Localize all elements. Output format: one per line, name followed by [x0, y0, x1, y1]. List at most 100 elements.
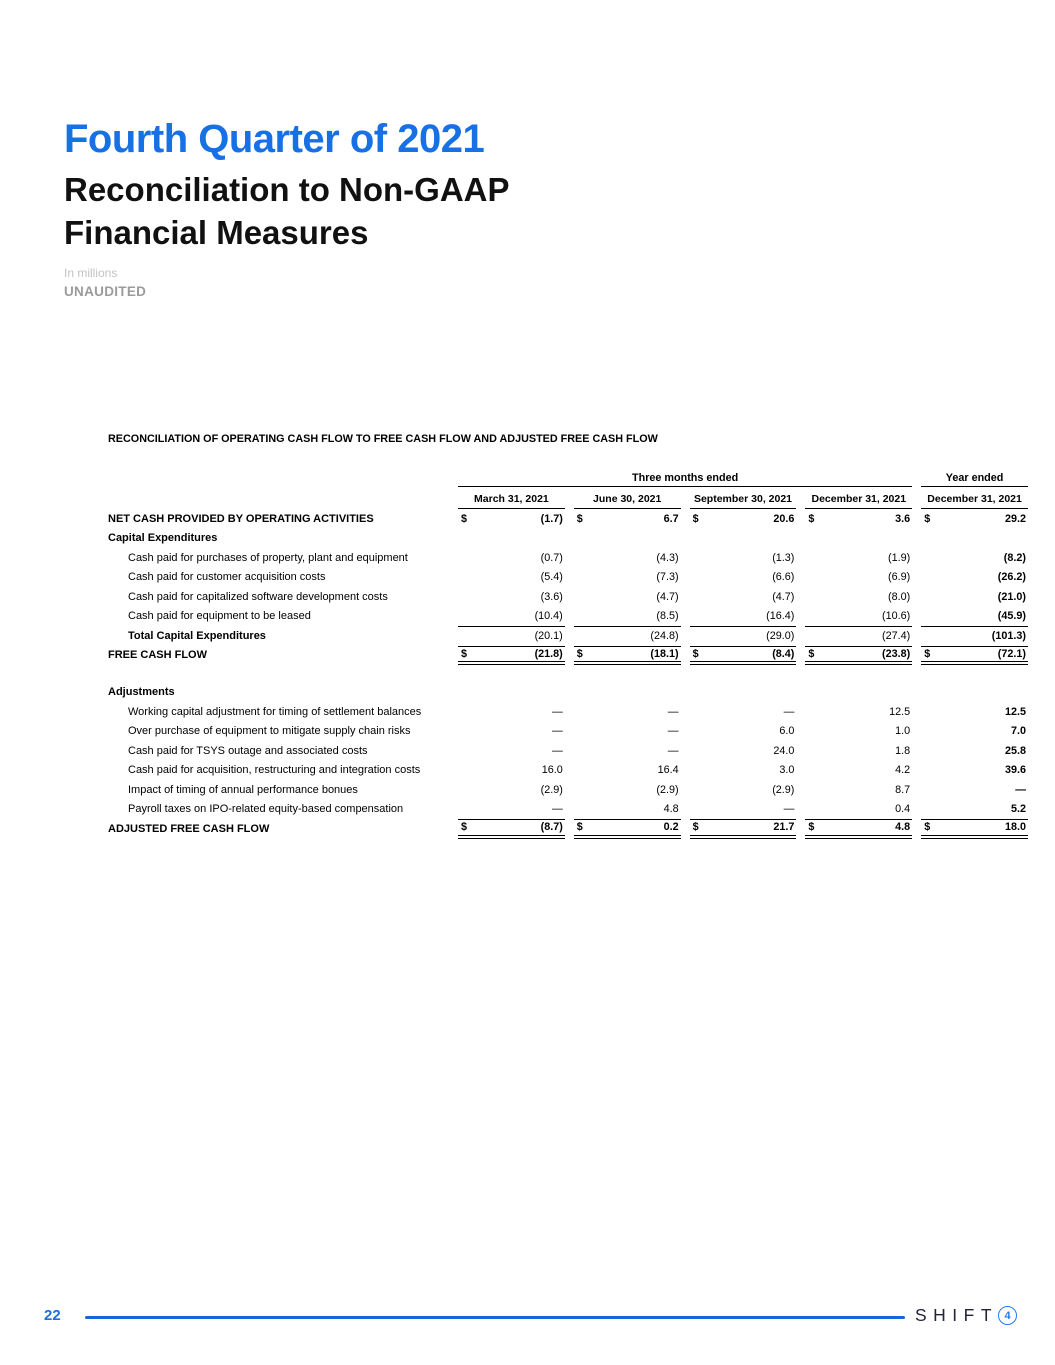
cell-value: (1.3) [772, 551, 795, 564]
cell: 16.4 [565, 761, 681, 781]
column-header-june: June 30, 2021 [565, 487, 681, 509]
cell: 12.5 [796, 702, 912, 722]
cell: 12.5 [912, 702, 1028, 722]
table-group-header-row: Three months ended Year ended [108, 470, 1028, 487]
cell-value: (10.4) [534, 610, 563, 623]
cell: $ (8.7) [449, 819, 565, 839]
cell-value: 25.8 [1004, 744, 1026, 757]
cell-value: (3.6) [540, 590, 563, 603]
row-label: Adjustments [108, 686, 175, 699]
cell-value: 4.2 [895, 764, 911, 777]
page-subtitle-line1: Reconciliation to Non-GAAP [64, 171, 510, 208]
currency-symbol: $ [576, 512, 583, 525]
cell-value: — [783, 705, 795, 718]
cell-value: — [552, 803, 563, 816]
row-label: Cash paid for equipment to be leased [128, 610, 311, 623]
cell-value: — [1015, 783, 1026, 796]
row-label: Cash paid for capitalized software devel… [128, 590, 388, 603]
currency-symbol: $ [576, 821, 583, 834]
cell-value: (4.3) [656, 551, 679, 564]
column-header-september: September 30, 2021 [681, 487, 797, 509]
unaudited-label: UNAUDITED [64, 284, 147, 299]
cell: (29.0) [681, 626, 797, 646]
cell-value: (21.8) [534, 647, 563, 660]
units-note: In millions [64, 266, 118, 280]
cell-value: (29.0) [766, 630, 795, 643]
cell-value: (2.9) [656, 783, 679, 796]
cell: — [449, 722, 565, 742]
cell-value: (2.9) [772, 783, 795, 796]
cell-value: (8.4) [772, 647, 795, 660]
cell: $4.8 [796, 819, 913, 839]
currency-symbol: $ [461, 821, 468, 834]
cell-value: (6.9) [887, 571, 911, 584]
table-row: Cash paid for equipment to be leased (10.… [108, 607, 1028, 627]
cell: (7.3) [565, 568, 681, 588]
cell-value: (4.7) [772, 590, 795, 603]
cell [912, 683, 1028, 703]
cell-value: — [667, 744, 679, 757]
table-row: Impact of timing of annual performance b… [108, 780, 1028, 800]
cell-value: (72.1) [997, 647, 1026, 660]
cell-value: (21.0) [997, 590, 1026, 603]
cell-value: 6.0 [779, 725, 795, 738]
cell-value: 8.7 [895, 783, 911, 796]
row-label: Total Capital Expenditures [128, 629, 266, 642]
reconciliation-table: RECONCILIATION OF OPERATING CASH FLOW TO… [108, 433, 1028, 839]
cell: $18.0 [912, 819, 1028, 839]
cell: (24.8) [565, 626, 681, 646]
cell-value: (26.2) [997, 571, 1026, 584]
row-label: Impact of timing of annual performance b… [128, 783, 358, 796]
cell-value: — [552, 744, 563, 757]
currency-symbol: $ [808, 512, 815, 525]
cell-value: (101.3) [991, 630, 1026, 643]
cell: (2.9) [449, 780, 565, 800]
cell: — [449, 741, 565, 761]
cell: — [681, 800, 797, 820]
currency-symbol: $ [692, 821, 699, 834]
currency-symbol: $ [692, 512, 699, 525]
cell: (4.7) [681, 587, 797, 607]
row-label: Over purchase of equipment to mitigate s… [128, 725, 411, 738]
cell-value: (27.4) [881, 630, 911, 643]
cell: $29.2 [912, 509, 1028, 529]
table-row: ADJUSTED FREE CASH FLOW $ (8.7) $0.2 $21.7 $4… [108, 819, 1028, 839]
cell: 4.2 [796, 761, 912, 781]
cell: (10.6) [796, 607, 912, 627]
cell-value: (20.1) [534, 630, 563, 643]
row-label: NET CASH PROVIDED BY OPERATING ACTIVITIE… [108, 512, 374, 525]
cell: 6.0 [681, 722, 797, 742]
group-header-three-months: Three months ended [449, 470, 913, 487]
currency-symbol: $ [461, 647, 468, 660]
table-row: Over purchase of equipment to mitigate s… [108, 722, 1028, 742]
cell-value: — [552, 705, 563, 718]
cell: (20.1) [449, 626, 565, 646]
currency-symbol: $ [692, 647, 699, 660]
cell-value: 3.0 [779, 764, 795, 777]
cell: $ (23.8) [796, 645, 913, 665]
cell-value: 4.8 [895, 821, 911, 834]
cell-value: — [552, 725, 563, 738]
table-column-header-row: March 31, 2021 June 30, 2021 September 3… [108, 487, 1028, 509]
cell-value: 4.8 [663, 803, 679, 816]
cell-value: (7.3) [656, 571, 679, 584]
cell: $0.2 [565, 819, 681, 839]
cell-value: — [667, 725, 679, 738]
cell: — [681, 702, 797, 722]
currency-symbol: $ [924, 647, 931, 660]
cell-value: (1.9) [887, 551, 911, 564]
cell-value: 21.7 [773, 821, 795, 834]
table-row: Payroll taxes on IPO-related equity-base… [108, 800, 1028, 820]
cell: 16.0 [449, 761, 565, 781]
cell: $ (72.1) [912, 645, 1028, 665]
cell [681, 529, 797, 549]
currency-symbol: $ [924, 512, 931, 525]
cell: (4.3) [565, 548, 681, 568]
cell-value: 1.8 [895, 744, 911, 757]
cell: 39.6 [912, 761, 1028, 781]
table-row: Cash paid for purchases of property, pla… [108, 548, 1028, 568]
cell-value: 16.0 [541, 764, 563, 777]
page-footer: 22 SHIFT 4 [0, 1302, 1055, 1336]
cell-value: 3.6 [895, 512, 911, 525]
